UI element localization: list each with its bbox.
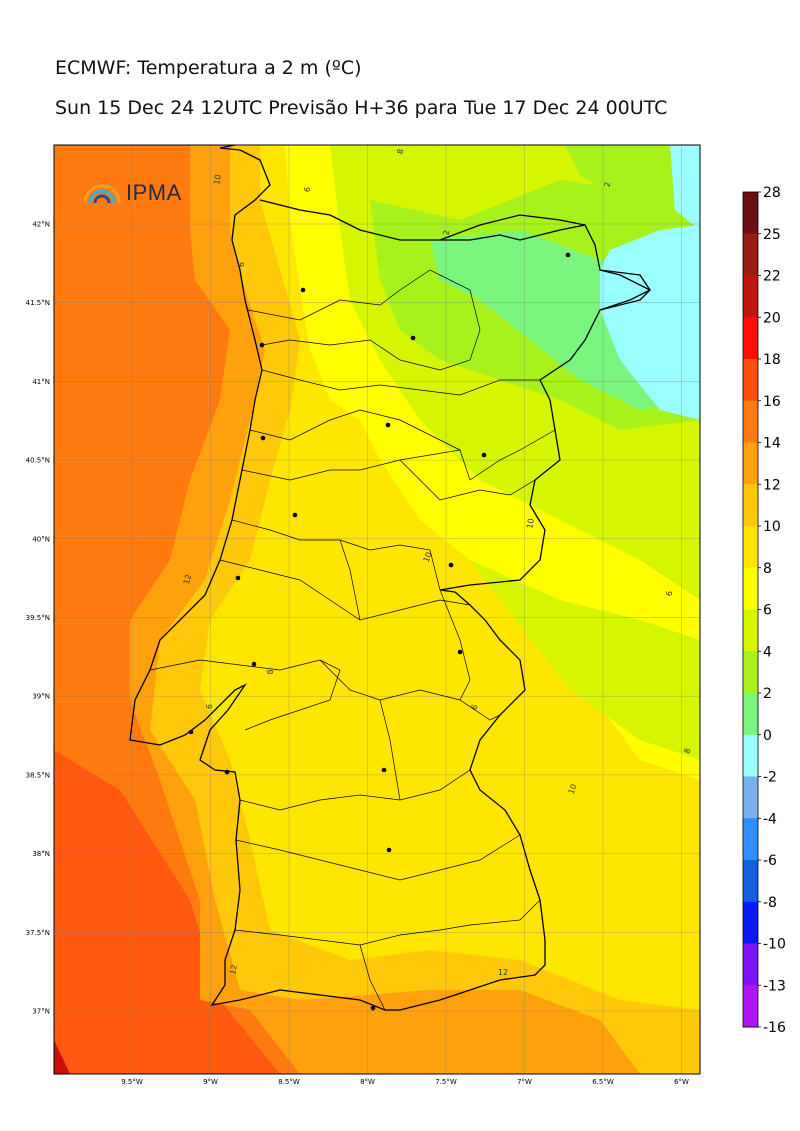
longitude-labels: 9.5°W 9°W 8.5°W 8°W 7.5°W 7°W 6.5°W 6°W: [121, 1078, 689, 1086]
lon-tick-label: 8.5°W: [278, 1078, 300, 1086]
land-4-6-east: [470, 560, 700, 760]
colorbar-segment: [743, 442, 758, 485]
contour-label: 10: [212, 174, 223, 186]
colorbar-label: -2: [763, 770, 777, 786]
ipma-logo: IPMA: [82, 178, 182, 208]
contour-label: 10: [525, 518, 536, 530]
contour-label: 2: [442, 229, 452, 236]
rainbow-arc-icon: [83, 184, 121, 204]
colorbar-label: 14: [763, 436, 781, 452]
colorbar-segment: [743, 359, 758, 402]
colorbar-label: 0: [763, 728, 772, 744]
contour-labels: 6 8 2 6 2 10 12 10 6 6 8 6 8 10 12 12 10: [182, 148, 693, 977]
colorbar-segment: [743, 400, 758, 443]
lat-tick-label: 38°N: [32, 850, 50, 858]
contour-label: 6: [303, 186, 313, 193]
colorbar-segment: [743, 484, 758, 527]
latitude-labels: 42°N 41.5°N 41°N 40.5°N 40°N 39.5°N 39°N 38.5°N…: [26, 221, 50, 1016]
colorbar-segment: [743, 693, 758, 736]
colorbar-label: 22: [763, 269, 781, 285]
colorbar-segment: [743, 317, 758, 360]
logo-text: IPMA: [126, 180, 182, 205]
lat-tick-label: 40°N: [32, 535, 50, 543]
colorbar-label: -13: [763, 978, 786, 994]
lat-tick-label: 39.5°N: [26, 614, 50, 622]
colorbar-label: -6: [763, 853, 777, 869]
lat-tick-label: 39°N: [32, 693, 50, 701]
lon-tick-label: 6°W: [674, 1078, 689, 1086]
colorbar-segment: [743, 651, 758, 694]
colorbar-label: 6: [763, 603, 772, 619]
colorbar-segment: [743, 567, 758, 610]
colorbar-segment: [743, 609, 758, 652]
map-frame: [53, 144, 701, 1075]
graticule: [54, 145, 700, 1074]
contour-label: 6: [237, 261, 247, 268]
lon-tick-label: 8°W: [360, 1078, 375, 1086]
lon-tick-label: 9°W: [203, 1078, 218, 1086]
colorbar-segment: [743, 526, 758, 569]
contour-label: 10: [422, 551, 434, 564]
lat-tick-label: 37.5°N: [26, 929, 50, 937]
colorbar-label: 16: [763, 394, 781, 410]
colorbar-label: 2: [763, 686, 772, 702]
land-minus2-0-north: [670, 145, 700, 230]
colorbar-label: -8: [763, 895, 777, 911]
colorbar-segment: [743, 192, 758, 235]
land-2-4-ne: [565, 145, 700, 200]
colorbar-label: 25: [763, 227, 781, 243]
colorbar-label: 12: [763, 477, 781, 493]
colorbar-segment: [743, 860, 758, 903]
contour-label: 8: [266, 669, 275, 674]
colorbar-label: 8: [763, 561, 772, 577]
lat-tick-label: 42°N: [32, 221, 50, 229]
contour-label: 6: [205, 703, 215, 710]
map-fields: [54, 145, 700, 1074]
lat-tick-label: 40.5°N: [26, 457, 50, 465]
lon-tick-label: 7°W: [517, 1078, 532, 1086]
lat-tick-label: 38.5°N: [26, 771, 50, 779]
city-markers: [188, 252, 571, 1011]
contour-label: 12: [498, 968, 508, 977]
colorbar-segment: [743, 233, 758, 276]
contour-label: 12: [182, 573, 193, 585]
portugal-outline: [129, 147, 652, 1011]
colorbar-segment: [743, 734, 758, 777]
contour-label: 12: [228, 964, 239, 976]
colorbar-segment: [743, 818, 758, 861]
colorbar-segment: [743, 943, 758, 986]
lat-tick-label: 41°N: [32, 378, 50, 386]
contour-label: 6: [665, 590, 675, 597]
chart-title: ECMWF: Temperatura a 2 m (ºC): [55, 57, 362, 79]
lon-tick-label: 6.5°W: [592, 1078, 614, 1086]
colorbar-segment: [743, 901, 758, 944]
colorbar-label: 18: [763, 352, 781, 368]
colorbar-label: -16: [763, 1020, 786, 1036]
sea-hot-corner: [54, 1040, 70, 1074]
contour-label: 2: [603, 181, 613, 188]
colorbar-label: 28: [763, 185, 781, 201]
sea-warm-southwest: [54, 750, 280, 1074]
colorbar-label: -10: [763, 937, 786, 953]
colorbar-segment: [743, 275, 758, 318]
lat-tick-label: 37°N: [32, 1008, 50, 1016]
colorbar-label: 4: [763, 644, 772, 660]
chart-subtitle: Sun 15 Dec 24 12UTC Previsão H+36 para T…: [55, 97, 668, 119]
contour-label: 8: [683, 747, 693, 755]
spain-portugal-border: [599, 269, 651, 311]
lon-tick-label: 7.5°W: [435, 1078, 457, 1086]
colorbar-label: 10: [763, 519, 781, 535]
colorbar-segment: [743, 776, 758, 819]
colorbar-label: 20: [763, 310, 781, 326]
contour-label: 6: [470, 703, 480, 711]
colorbar-segment: [743, 985, 758, 1028]
district-borders: [149, 269, 556, 1011]
contour-label: 10: [567, 783, 579, 796]
colorbar-label: -4: [763, 811, 777, 827]
lon-tick-label: 9.5°W: [121, 1078, 143, 1086]
lat-tick-label: 41.5°N: [26, 299, 50, 307]
contour-label: 8: [396, 148, 406, 155]
